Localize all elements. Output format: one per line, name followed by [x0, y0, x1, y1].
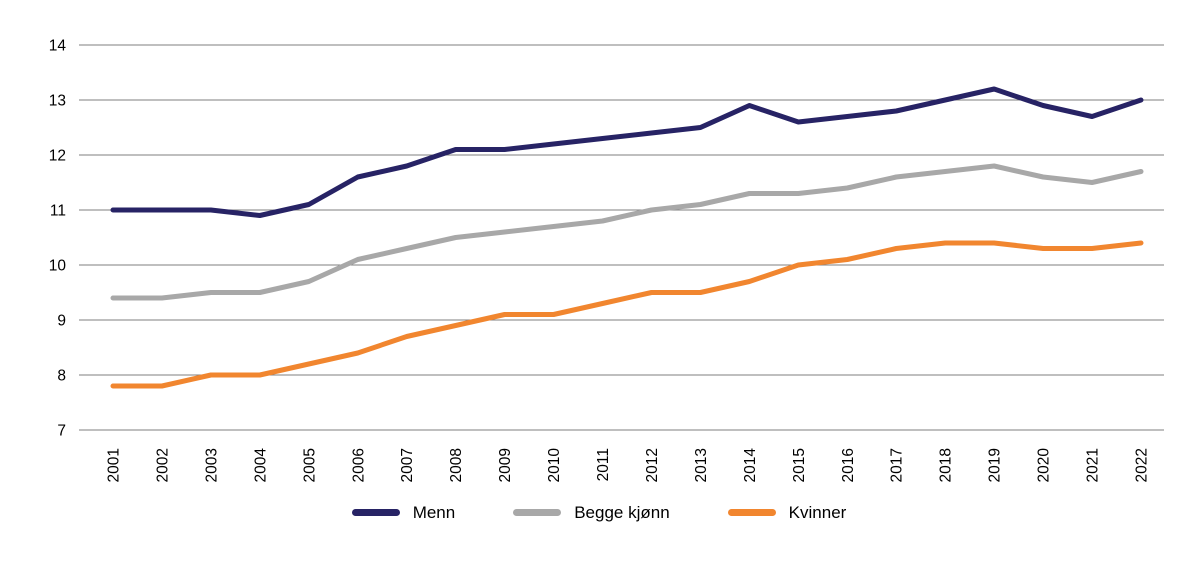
legend-item-menn: Menn [351, 503, 456, 522]
legend-label-kvinner: Kvinner [788, 503, 847, 522]
x-tick-label-2001: 2001 [106, 448, 123, 482]
legend-swatch-begge-kjonn [513, 509, 562, 516]
series-line-kvinner [110, 240, 1144, 389]
x-tick-label-2008: 2008 [448, 448, 465, 482]
x-tick-label-2007: 2007 [399, 448, 416, 482]
x-tick-label-2006: 2006 [350, 448, 367, 482]
legend-swatch-kvinner [727, 509, 776, 516]
x-tick-label-2014: 2014 [742, 448, 759, 483]
x-tick-label-2011: 2011 [595, 448, 612, 481]
y-tick-label-9: 9 [57, 313, 66, 330]
y-tick-label-7: 7 [57, 423, 66, 440]
series-line-begge-kj-nn [110, 163, 1144, 301]
y-tick-label-11: 11 [50, 203, 66, 220]
x-tick-label-2018: 2018 [938, 448, 955, 482]
x-tick-label-2016: 2016 [840, 448, 857, 482]
x-tick-label-2004: 2004 [252, 448, 269, 483]
legend-item-begge-kjonn: Begge kjønn [513, 503, 670, 522]
legend-label-menn: Menn [412, 503, 456, 522]
y-tick-label-14: 14 [49, 38, 67, 55]
x-tick-label-2003: 2003 [203, 448, 220, 482]
line-chart-plot: 7 8 9 10 11 12 13 14 2001 2002 2003 2004 2005 2006 200… [49, 38, 1164, 483]
x-tick-label-2019: 2019 [987, 448, 1004, 482]
y-tick-label-8: 8 [57, 368, 66, 385]
x-tick-label-2002: 2002 [154, 448, 171, 482]
y-tick-label-13: 13 [49, 93, 66, 110]
x-tick-label-2015: 2015 [791, 448, 808, 482]
x-tick-label-2010: 2010 [546, 448, 563, 483]
legend-item-kvinner: Kvinner [727, 503, 847, 522]
y-tick-label-10: 10 [49, 258, 67, 275]
chart-legend: Menn Begge kjønn Kvinner [0, 504, 1198, 521]
x-tick-label-2013: 2013 [693, 448, 710, 482]
x-tick-label-2022: 2022 [1134, 448, 1151, 482]
x-tick-label-2012: 2012 [644, 448, 661, 482]
legend-swatch-menn [351, 509, 400, 516]
x-tick-label-2017: 2017 [889, 448, 906, 482]
y-tick-label-12: 12 [49, 148, 66, 165]
x-tick-label-2020: 2020 [1036, 448, 1053, 483]
x-tick-label-2005: 2005 [301, 448, 318, 482]
x-tick-label-2009: 2009 [497, 448, 514, 482]
series-line-menn [110, 86, 1144, 218]
x-tick-label-2021: 2021 [1085, 448, 1102, 482]
legend-label-begge-kjonn: Begge kjønn [574, 503, 670, 522]
